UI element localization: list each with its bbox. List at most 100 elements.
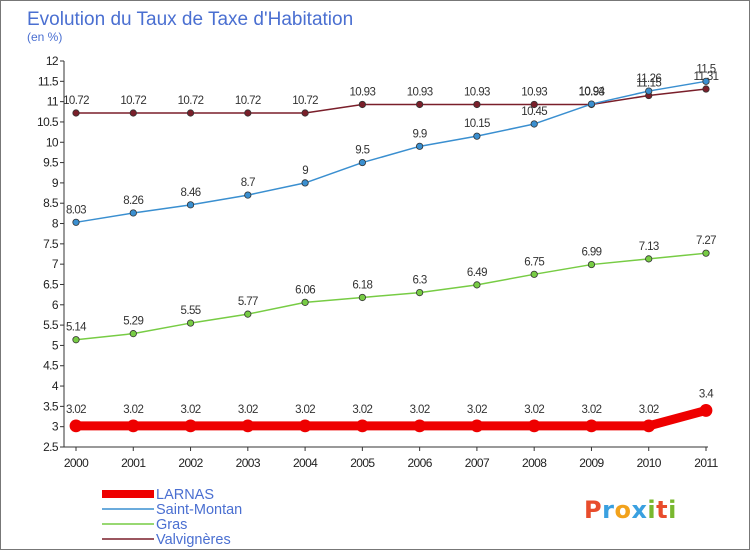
data-point	[473, 281, 481, 289]
data-point	[645, 87, 653, 95]
data-point	[413, 419, 427, 433]
data-point	[470, 419, 484, 433]
data-point	[530, 100, 538, 109]
data-point	[184, 419, 197, 433]
data-point	[702, 77, 710, 85]
y-tick-label: 10	[46, 135, 59, 149]
axes: 2.5 3 3.5 4 4.5 5 5.5 6 6.5 7 7.5 8 8.5 9 9.5 10 10.5 11 1…	[37, 54, 719, 470]
data-label: 10.93	[579, 86, 605, 98]
data-label: 5.55	[181, 305, 201, 317]
x-tick-label: 2003	[236, 456, 261, 470]
legend-item: Gras	[102, 517, 187, 533]
data-label: 11.5	[696, 63, 715, 75]
data-label: 9.5	[355, 145, 369, 157]
data-point	[69, 419, 83, 433]
data-point	[530, 120, 538, 128]
data-label: 3.02	[123, 404, 143, 416]
data-point	[473, 100, 481, 109]
data-label: 3.02	[295, 404, 315, 416]
data-label: 7.27	[696, 235, 716, 247]
data-label: 11.26	[636, 73, 661, 85]
y-tick-label: 6.5	[43, 277, 59, 291]
y-tick-label: 4	[52, 379, 59, 393]
series-line	[75, 252, 707, 341]
y-tick-label: 12	[46, 54, 59, 68]
data-label: 8.26	[123, 195, 143, 207]
data-label: 3.02	[639, 404, 659, 416]
data-label: 3.02	[352, 404, 372, 416]
x-tick-label: 2008	[522, 456, 547, 470]
data-point	[587, 260, 596, 269]
y-tick-label: 9.5	[43, 156, 59, 170]
data-point	[416, 100, 424, 109]
y-tick-label: 3	[52, 420, 59, 434]
data-label: 10.72	[63, 95, 89, 107]
y-tick-label: 7.5	[43, 237, 59, 251]
data-point	[186, 109, 195, 117]
data-point	[72, 109, 80, 117]
series-line	[75, 88, 707, 114]
data-label: 10.94	[579, 86, 606, 98]
y-tick-label: 4.5	[43, 359, 59, 373]
data-label: 10.93	[349, 86, 375, 98]
x-tick-label: 2011	[694, 456, 718, 470]
data-label: 5.14	[66, 322, 87, 334]
data-point	[473, 132, 481, 140]
data-label: 8.03	[66, 204, 86, 216]
y-tick-label: 6	[52, 298, 59, 312]
data-point	[72, 218, 80, 226]
data-label: 5.29	[123, 316, 143, 328]
series-line	[75, 80, 707, 224]
series-larnas: 3.02 3.02 3.02 3.02 3.02 3.02 3.02 3.02 3.02 3.02…	[66, 388, 715, 433]
data-point	[241, 419, 255, 433]
data-label: 7.13	[639, 241, 659, 253]
x-tick-label: 2001	[121, 456, 146, 470]
x-tick-label: 2004	[293, 456, 318, 470]
data-label: 3.02	[581, 404, 601, 416]
data-point	[298, 419, 312, 433]
data-label: 10.15	[464, 118, 490, 130]
data-label: 10.93	[521, 86, 547, 98]
x-tick-label: 2000	[64, 456, 89, 470]
y-tick-label: 3.5	[43, 399, 59, 413]
data-label: 3.02	[467, 404, 487, 416]
chart-subtitle: (en %)	[27, 30, 62, 44]
data-point	[702, 85, 710, 93]
y-tick-label: 7	[52, 257, 59, 271]
y-tick-label: 8.5	[43, 196, 59, 210]
data-label: 6.75	[524, 256, 544, 268]
series-layer: 10.72 10.72 10.72 10.72 10.72 10.93 10.93 10.93…	[63, 63, 719, 433]
data-label: 11.31	[694, 71, 719, 83]
data-label: 6.49	[467, 267, 487, 279]
data-label: 10.72	[178, 95, 204, 107]
data-point	[129, 209, 137, 217]
data-point	[301, 179, 309, 187]
data-label: 10.72	[120, 95, 146, 107]
y-tick-label: 10.5	[37, 115, 59, 129]
data-label: 9.9	[413, 128, 427, 140]
data-label: 3.4	[699, 388, 714, 400]
data-label: 3.02	[524, 404, 544, 416]
data-point	[129, 330, 137, 338]
data-label: 6.06	[295, 284, 315, 296]
data-point	[244, 191, 252, 199]
series-valvigneres: 10.72 10.72 10.72 10.72 10.72 10.93 10.93 10.93…	[63, 71, 719, 117]
legend-item: Saint-Montan	[102, 502, 242, 518]
data-point	[527, 419, 541, 433]
x-tick-label: 2006	[407, 456, 432, 470]
data-label: 6.99	[581, 247, 601, 259]
logo-text: Proxiti	[584, 496, 677, 524]
data-point	[186, 319, 195, 327]
data-point	[358, 100, 366, 109]
data-label: 10.72	[235, 95, 261, 107]
y-tick-label: 5	[52, 338, 59, 352]
data-point	[301, 298, 309, 306]
x-tick-label: 2002	[178, 456, 203, 470]
data-label: 11.15	[636, 78, 661, 90]
data-point	[186, 201, 195, 209]
proxiti-logo: Proxiti	[584, 496, 677, 524]
legend-label: Saint-Montan	[156, 502, 242, 518]
data-point	[587, 100, 596, 108]
